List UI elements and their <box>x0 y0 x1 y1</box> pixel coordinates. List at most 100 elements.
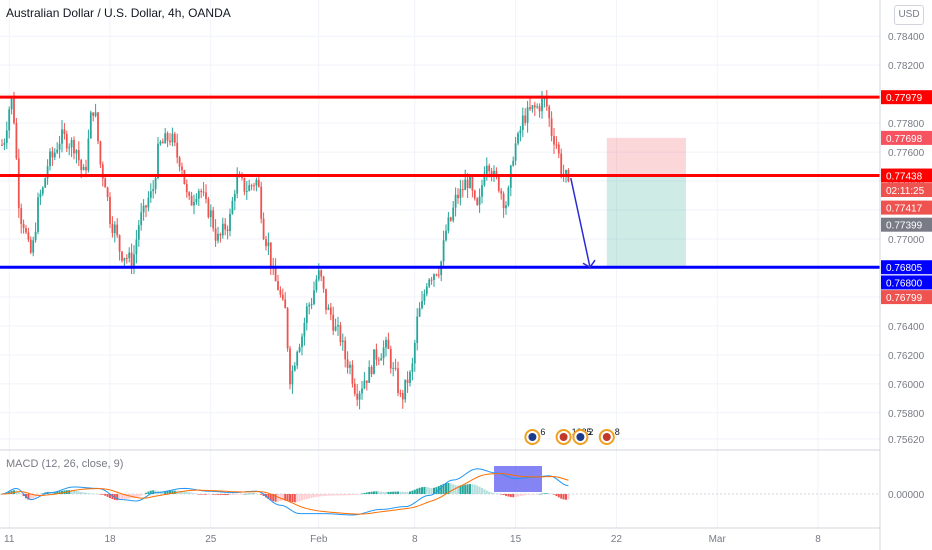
candle-body <box>325 288 327 310</box>
candle-body <box>245 190 248 192</box>
macd-histogram-bar <box>27 494 30 500</box>
economic-events[interactable]: 6103528 <box>524 427 620 445</box>
candle-body <box>200 190 203 192</box>
macd-histogram-bar <box>495 493 498 494</box>
candle-body <box>361 388 363 394</box>
candle-body <box>507 187 510 206</box>
price-label-box <box>881 90 932 105</box>
stop-loss-zone[interactable] <box>606 137 686 176</box>
macd-histogram-bar <box>267 494 270 500</box>
macd-histogram-bar <box>411 490 414 494</box>
macd-histogram-bar <box>313 494 315 498</box>
macd-histogram-bar <box>70 490 73 494</box>
macd-histogram-bar <box>109 494 111 499</box>
candle-body <box>305 306 308 323</box>
candle-body <box>161 141 164 144</box>
macd-histogram-bar <box>440 484 443 494</box>
position-tool[interactable] <box>606 137 686 268</box>
candle-body <box>317 270 320 280</box>
macd-histogram-bar <box>541 493 543 495</box>
candle-body <box>277 281 279 290</box>
country-flag-icon <box>559 433 568 441</box>
candle-body <box>178 157 181 167</box>
candle-body <box>149 191 152 198</box>
macd-histogram-bar <box>149 490 152 494</box>
candle-body <box>301 336 303 348</box>
time-tick-label: 22 <box>611 534 623 545</box>
candle-body <box>257 179 260 187</box>
candle-body <box>75 150 78 154</box>
candle-body <box>406 379 409 383</box>
candle-body <box>111 223 114 234</box>
macd-histogram-bar <box>317 494 320 497</box>
macd-histogram-bar <box>104 494 107 496</box>
macd-histogram-bar <box>298 494 301 502</box>
event-count-label: 2 <box>588 427 593 437</box>
candle-body <box>531 105 534 110</box>
candle-body <box>80 160 83 171</box>
macd-histogram-bar <box>421 487 423 494</box>
candle-body <box>195 198 198 203</box>
candle-body <box>142 205 145 213</box>
macd-histogram-bar <box>303 494 306 500</box>
macd-histogram-bar <box>469 484 471 494</box>
macd-histogram-bar <box>358 494 361 495</box>
down-arrow-drawing[interactable] <box>570 177 596 269</box>
price-tick-label: 0.78400 <box>888 32 925 43</box>
macd-histogram-bar <box>183 491 186 494</box>
macd-histogram-bar <box>87 493 90 494</box>
currency-button[interactable]: USD <box>894 5 924 25</box>
candle-body <box>89 112 92 139</box>
candle-body <box>557 144 560 154</box>
macd-histogram-bar <box>356 494 359 495</box>
macd-histogram-bar <box>219 494 222 495</box>
horizontal-levels[interactable] <box>0 95 880 269</box>
candle-body <box>217 233 219 241</box>
macd-histogram-bar <box>389 491 392 494</box>
macd-histogram-bar <box>344 494 347 496</box>
macd-histogram-bar <box>435 487 438 494</box>
candle-body <box>341 340 344 343</box>
price-label-box <box>881 130 932 145</box>
macd-histogram-bar <box>58 491 61 494</box>
candle-body <box>310 304 313 306</box>
macd-histogram-bar <box>193 493 195 494</box>
macd-histogram-bar <box>543 493 546 494</box>
candle-body <box>205 192 207 200</box>
candle-body <box>373 349 375 375</box>
macd-histogram-bar <box>385 491 387 494</box>
candle-body <box>464 179 467 191</box>
country-flag-icon <box>602 433 611 441</box>
candle-body <box>478 196 481 205</box>
macd-histogram-bar <box>221 494 224 495</box>
candle-body <box>370 366 373 375</box>
candle-body <box>298 347 301 352</box>
candle-body <box>32 240 35 253</box>
macd-histogram-bar <box>557 494 560 498</box>
macd-histogram-bar <box>497 493 500 495</box>
arrow-shaft[interactable] <box>570 177 591 268</box>
macd-histogram-bar <box>166 490 169 494</box>
macd-histogram-bar <box>137 494 140 497</box>
macd-histogram-bar <box>507 494 510 497</box>
macd-histogram-bar <box>490 492 493 494</box>
candle-body <box>337 325 339 327</box>
time-tick-label: 25 <box>205 534 217 545</box>
macd-histogram-bar <box>241 494 243 495</box>
macd-histogram-bar <box>449 483 452 494</box>
macd-histogram-bar <box>200 494 203 495</box>
candle-body <box>526 107 529 123</box>
candle-body <box>332 314 335 331</box>
price-label-text: 0.77438 <box>886 172 923 183</box>
candle-body <box>123 257 126 261</box>
macd-histogram-bar <box>77 491 80 494</box>
take-profit-zone[interactable] <box>606 175 686 268</box>
candle-body <box>44 178 47 188</box>
candle-body <box>425 286 428 294</box>
macd-histogram-bar <box>529 494 531 495</box>
macd-histogram-bar <box>20 493 23 495</box>
macd-histogram-bar <box>171 490 174 494</box>
arrow-head[interactable] <box>582 259 596 269</box>
price-axis-background <box>880 0 932 550</box>
